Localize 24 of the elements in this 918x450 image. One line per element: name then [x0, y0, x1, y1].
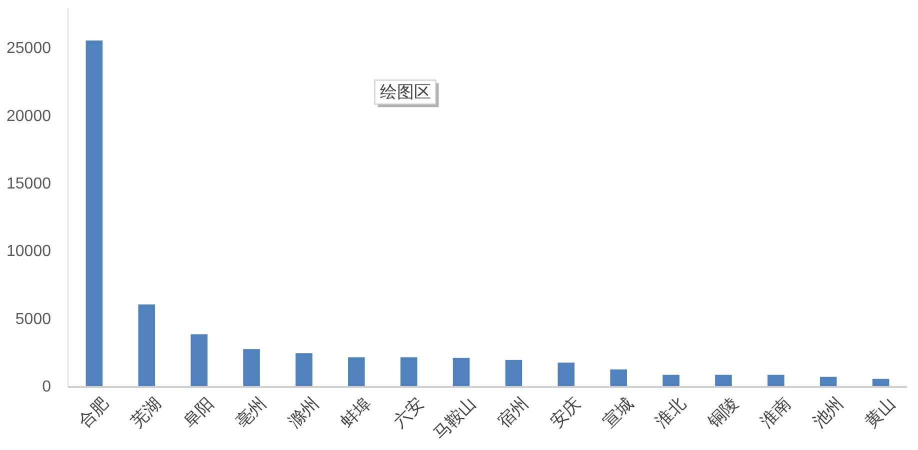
x-tick-label: 芜湖	[128, 394, 165, 432]
x-tick-label: 阜阳	[180, 394, 218, 432]
x-tick-label: 淮北	[652, 394, 690, 432]
y-tick-label: 25000	[6, 40, 51, 58]
x-tick-label: 淮南	[756, 394, 794, 432]
x-tick-label: 蚌埠	[337, 394, 375, 432]
x-tick-label: 安庆	[547, 394, 584, 432]
x-tick-label: 宣城	[599, 394, 637, 432]
annotation: 绘图区	[374, 80, 439, 108]
x-tick-label: 池州	[809, 394, 847, 432]
x-tick-label: 六安	[390, 394, 428, 432]
x-tick-label: 黄山	[862, 394, 900, 432]
x-tick-label: 滁州	[284, 394, 322, 432]
annotation: 绘图区	[380, 82, 431, 102]
y-tick-label: 0	[42, 378, 51, 396]
x-tick-label: 合肥	[75, 394, 113, 432]
x-tick-label: 铜陵	[704, 394, 742, 432]
y-tick-label: 5000	[15, 310, 51, 328]
y-tick-label: 15000	[6, 175, 51, 192]
y-tick-label: 10000	[6, 243, 51, 260]
x-tick-label: 马鞍山	[430, 394, 480, 444]
x-tick-label: 亳州	[232, 394, 270, 432]
x-tick-label: 宿州	[494, 394, 532, 432]
y-tick-label: 20000	[6, 108, 51, 125]
